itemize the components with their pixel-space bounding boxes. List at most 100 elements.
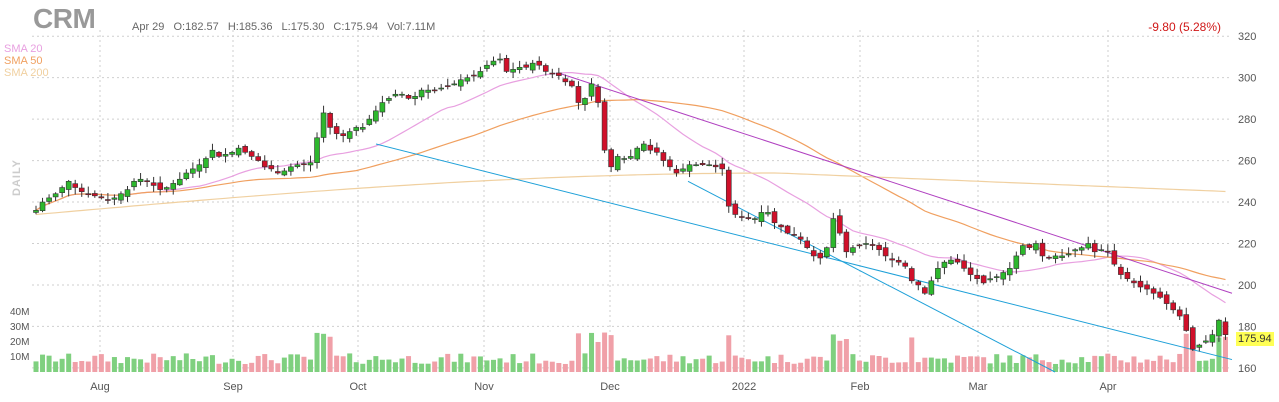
volume-bar <box>464 362 470 372</box>
x-tick-label: Aug <box>90 381 110 393</box>
candle-body <box>928 280 935 295</box>
volume-bar <box>105 361 111 372</box>
candle-body <box>497 58 503 61</box>
candle-body <box>353 127 360 131</box>
volume-bar <box>255 355 261 372</box>
volume-bar <box>693 359 699 372</box>
volume-bar <box>804 358 810 372</box>
candle-body <box>569 80 575 87</box>
candle-body <box>405 95 412 99</box>
volume-bar <box>98 354 104 372</box>
y-tick-label: 260 <box>1238 156 1256 168</box>
candle-body <box>294 164 301 167</box>
candle-body <box>425 89 431 93</box>
candle-body <box>667 159 673 168</box>
volume-bar <box>530 353 536 372</box>
candle-body <box>490 60 497 66</box>
candle-body <box>556 72 562 76</box>
candle-body <box>1059 255 1065 258</box>
candle-body <box>386 98 392 101</box>
trendline-blue <box>375 143 1233 361</box>
candle-body <box>804 240 810 248</box>
candle-body <box>582 98 588 105</box>
candle-body <box>346 131 353 139</box>
volume-bar <box>758 361 764 372</box>
volume-bar <box>451 361 457 372</box>
candle-body <box>471 74 477 77</box>
candle-body <box>144 180 150 183</box>
volume-bar <box>392 362 398 372</box>
candle-body <box>889 258 895 261</box>
volume-bar <box>66 353 72 372</box>
volume-bar <box>745 359 751 372</box>
candle-body <box>673 168 680 174</box>
volume-bar <box>582 353 588 372</box>
volume-bar <box>765 356 771 372</box>
volume-bar <box>118 363 124 372</box>
candle-body <box>438 87 445 90</box>
volume-bar <box>909 337 915 372</box>
volume-bar <box>713 363 719 372</box>
candle-body <box>699 163 706 166</box>
volume-bar <box>33 361 39 372</box>
volume-bar <box>497 358 503 372</box>
candle-body <box>993 276 1000 278</box>
volume-bar <box>687 363 693 372</box>
candle-body <box>1091 243 1098 253</box>
volume-bar <box>1059 359 1065 372</box>
volume-bar <box>1222 336 1228 372</box>
volume-bar <box>752 361 758 372</box>
volume-bar <box>1046 362 1052 372</box>
candle-body <box>1065 253 1072 256</box>
candle-body <box>431 89 438 92</box>
candle-body <box>850 247 856 253</box>
volume-bar <box>281 357 287 372</box>
last-price-tag: 175.94 <box>1236 332 1274 346</box>
candle-body <box>1222 321 1229 335</box>
candle-body <box>1033 243 1039 251</box>
volume-bar <box>164 360 170 372</box>
candle-body <box>712 164 719 168</box>
candle-body <box>1052 255 1059 259</box>
candle-body <box>275 171 281 174</box>
volume-bar <box>196 361 202 372</box>
volume-bar <box>327 336 333 372</box>
y-tick-label: 160 <box>1238 363 1256 375</box>
volume-bar <box>974 356 980 372</box>
candle-body <box>817 252 824 259</box>
candle-body <box>1216 319 1222 337</box>
x-tick-label: Mar <box>969 381 988 393</box>
candle-body <box>974 274 980 280</box>
candle-body <box>660 152 667 161</box>
volume-bar <box>223 362 229 372</box>
volume-bar <box>772 362 778 372</box>
y-tick-label: 200 <box>1238 280 1256 292</box>
volume-label: 40M <box>10 307 30 318</box>
volume-bar <box>1033 354 1039 372</box>
candle-body <box>1137 280 1144 288</box>
volume-bar <box>353 362 359 372</box>
candle-body <box>510 69 516 73</box>
candle-body <box>412 96 418 99</box>
volume-bar <box>863 361 869 372</box>
volume-bar <box>1020 355 1026 372</box>
y-tick-label: 280 <box>1238 114 1256 126</box>
volume-bar <box>236 360 242 372</box>
candle-body <box>719 163 726 170</box>
candle-body <box>392 93 399 97</box>
volume-bar <box>124 357 130 372</box>
volume-bar <box>1111 355 1117 372</box>
candle-body <box>39 201 46 211</box>
volume-bar <box>876 355 882 372</box>
candle-body <box>464 77 471 82</box>
volume-bar <box>785 362 791 372</box>
volume-bar <box>1196 360 1202 372</box>
volume-bar <box>941 358 947 372</box>
volume-bar <box>543 360 549 372</box>
volume-bar <box>562 363 568 372</box>
volume-bar <box>700 358 706 372</box>
volume-bar <box>131 358 137 372</box>
volume-bar <box>111 357 117 372</box>
candle-body <box>797 236 804 240</box>
x-tick-label: Sep <box>223 381 243 393</box>
